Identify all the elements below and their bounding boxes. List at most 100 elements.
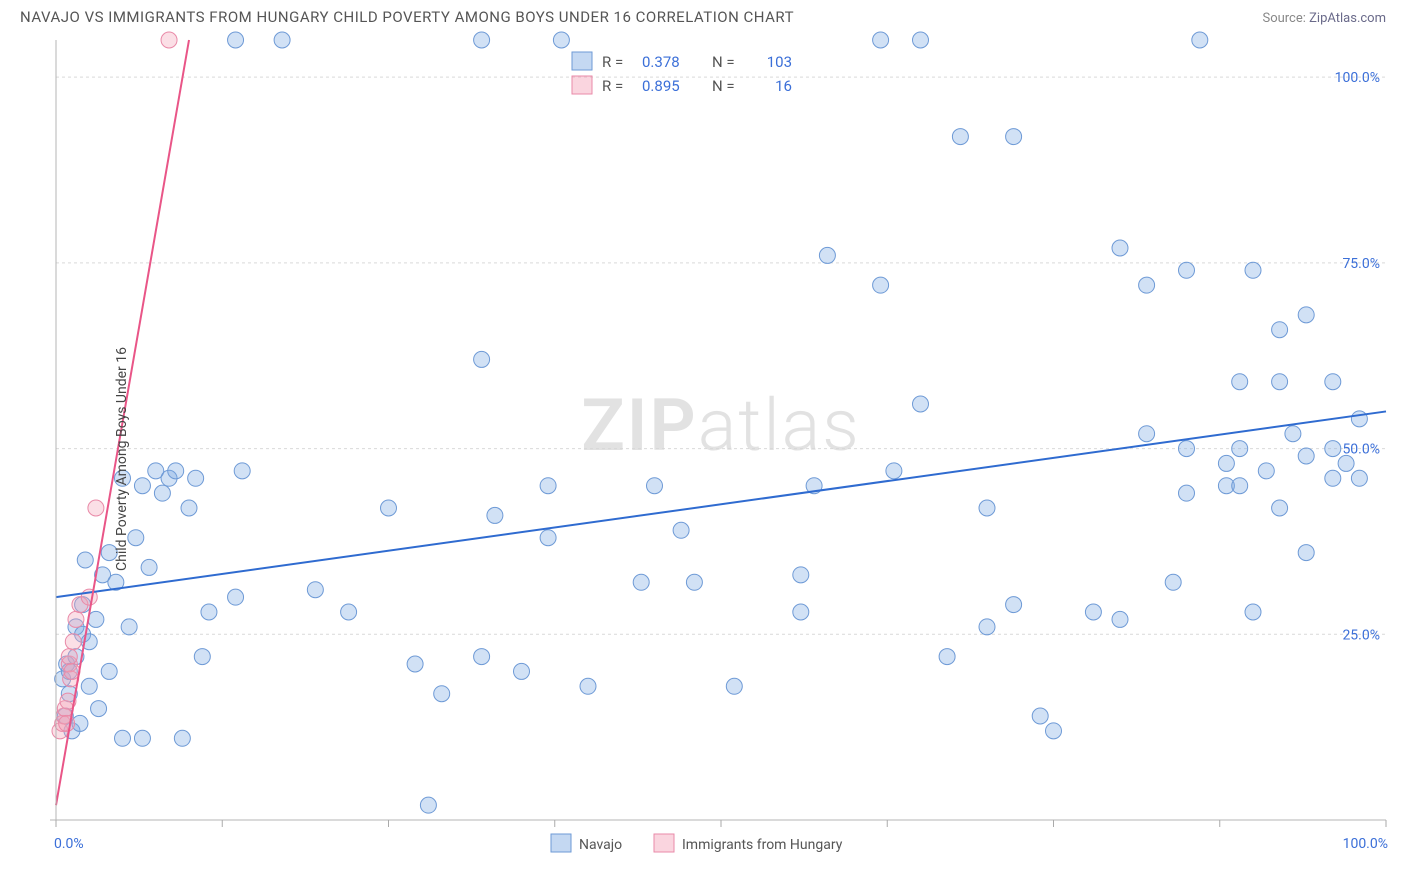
data-point <box>81 678 97 694</box>
data-point <box>553 32 569 48</box>
data-point <box>1046 723 1062 739</box>
legend-r-value: 0.378 <box>642 53 680 71</box>
chart-container: Child Poverty Among Boys Under 16 25.0%5… <box>0 30 1406 888</box>
data-point <box>1218 455 1234 471</box>
data-point <box>873 32 889 48</box>
data-point <box>1232 374 1248 390</box>
source-link[interactable]: ZipAtlas.com <box>1309 11 1386 26</box>
data-point <box>128 530 144 546</box>
data-point <box>68 611 84 627</box>
data-point <box>1338 455 1354 471</box>
data-point <box>1351 411 1367 427</box>
data-point <box>88 611 104 627</box>
data-point <box>141 559 157 575</box>
legend-n-value: 16 <box>775 77 792 95</box>
data-point <box>1139 277 1155 293</box>
data-point <box>487 507 503 523</box>
data-point <box>819 247 835 263</box>
data-point <box>1325 374 1341 390</box>
data-point <box>474 32 490 48</box>
data-point <box>88 500 104 516</box>
data-point <box>540 478 556 494</box>
data-point <box>1179 485 1195 501</box>
data-point <box>1085 604 1101 620</box>
data-point <box>1298 545 1314 561</box>
data-point <box>873 277 889 293</box>
data-point <box>1032 708 1048 724</box>
data-point <box>913 32 929 48</box>
data-point <box>174 730 190 746</box>
data-point <box>65 634 81 650</box>
data-point <box>1325 470 1341 486</box>
data-point <box>61 649 77 665</box>
data-point <box>1245 262 1261 278</box>
data-point <box>913 396 929 412</box>
data-point <box>228 589 244 605</box>
data-point <box>434 686 450 702</box>
data-point <box>91 701 107 717</box>
data-point <box>939 649 955 665</box>
data-point <box>1272 374 1288 390</box>
scatter-chart: 25.0%50.0%75.0%100.0%ZIPatlas0.0%100.0%R… <box>0 30 1406 888</box>
legend-swatch <box>572 52 592 70</box>
legend-r-value: 0.895 <box>642 77 680 95</box>
data-point <box>580 678 596 694</box>
data-point <box>381 500 397 516</box>
data-point <box>474 351 490 367</box>
legend-swatch <box>654 834 674 852</box>
data-point <box>234 463 250 479</box>
data-point <box>1325 441 1341 457</box>
data-point <box>979 619 995 635</box>
chart-title: NAVAJO VS IMMIGRANTS FROM HUNGARY CHILD … <box>20 8 794 26</box>
data-point <box>474 649 490 665</box>
y-tick-label: 75.0% <box>1342 256 1380 272</box>
legend-n-value: 103 <box>767 53 792 71</box>
data-point <box>201 604 217 620</box>
data-point <box>1272 322 1288 338</box>
data-point <box>194 649 210 665</box>
data-point <box>1298 307 1314 323</box>
data-point <box>726 678 742 694</box>
data-point <box>1139 426 1155 442</box>
data-point <box>514 663 530 679</box>
data-point <box>1245 604 1261 620</box>
data-point <box>952 129 968 145</box>
data-point <box>793 567 809 583</box>
data-point <box>307 582 323 598</box>
data-point <box>686 574 702 590</box>
data-point <box>673 522 689 538</box>
data-point <box>1285 426 1301 442</box>
legend-swatch <box>572 76 592 94</box>
data-point <box>1112 611 1128 627</box>
data-point <box>979 500 995 516</box>
legend-swatch <box>551 834 571 852</box>
data-point <box>1258 463 1274 479</box>
y-tick-label: 25.0% <box>1342 627 1380 643</box>
data-point <box>168 463 184 479</box>
x-tick-label: 100.0% <box>1343 836 1388 852</box>
data-point <box>1232 478 1248 494</box>
legend-series-label: Navajo <box>579 837 622 853</box>
data-point <box>134 730 150 746</box>
data-point <box>115 730 131 746</box>
data-point <box>101 663 117 679</box>
data-point <box>228 32 244 48</box>
x-tick-label: 0.0% <box>54 836 84 852</box>
data-point <box>633 574 649 590</box>
source-attribution: Source: ZipAtlas.com <box>1262 11 1386 26</box>
data-point <box>540 530 556 546</box>
data-point <box>154 485 170 501</box>
data-point <box>407 656 423 672</box>
legend-n-label: N = <box>712 53 735 71</box>
data-point <box>1179 262 1195 278</box>
y-tick-label: 100.0% <box>1335 70 1380 86</box>
data-point <box>188 470 204 486</box>
legend-series-label: Immigrants from Hungary <box>682 837 843 853</box>
data-point <box>1232 441 1248 457</box>
chart-header: NAVAJO VS IMMIGRANTS FROM HUNGARY CHILD … <box>0 0 1406 30</box>
source-prefix: Source: <box>1262 11 1309 26</box>
data-point <box>1272 500 1288 516</box>
legend-r-label: R = <box>602 77 623 95</box>
data-point <box>1112 240 1128 256</box>
data-point <box>1351 470 1367 486</box>
